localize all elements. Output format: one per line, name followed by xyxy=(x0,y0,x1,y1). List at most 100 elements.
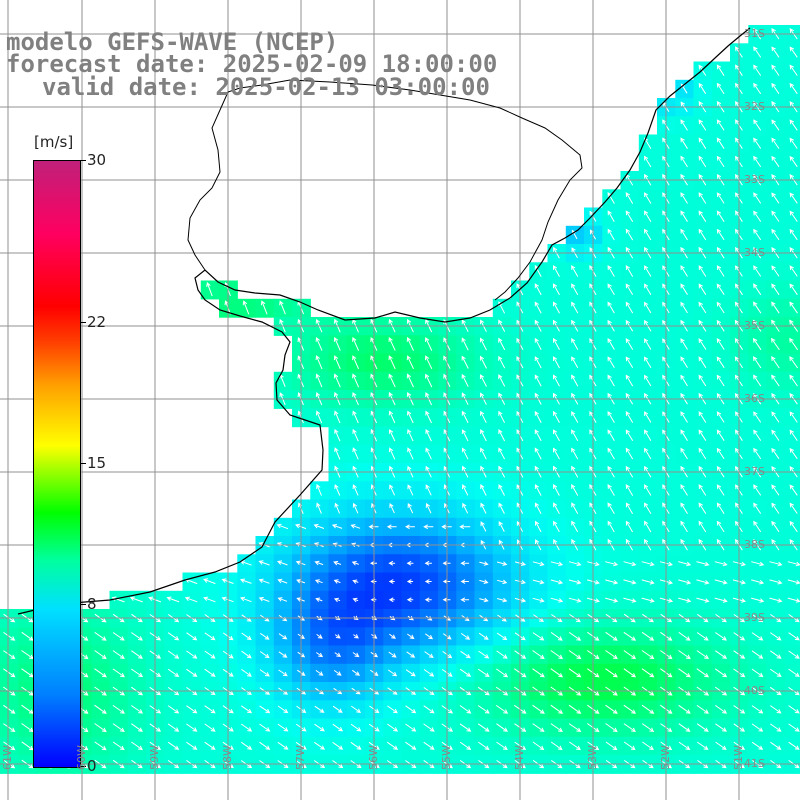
wind-arrow xyxy=(240,741,253,750)
wind-arrow xyxy=(644,520,652,533)
wind-arrow xyxy=(425,410,432,424)
wind-arrow xyxy=(716,411,725,423)
wind-arrow xyxy=(496,723,508,732)
wind-arrow xyxy=(698,411,707,423)
wind-arrow xyxy=(459,741,472,751)
wind-arrow xyxy=(350,723,362,732)
wind-arrow xyxy=(698,64,707,76)
wind-arrow xyxy=(789,374,798,387)
wind-arrow xyxy=(387,705,398,714)
wind-arrow xyxy=(771,192,780,204)
wind-arrow xyxy=(771,429,780,441)
wind-arrow xyxy=(698,283,707,295)
wind-arrow xyxy=(641,597,655,603)
wind-arrow xyxy=(568,579,582,585)
wind-arrow xyxy=(389,484,396,496)
wind-arrow xyxy=(571,410,579,423)
wind-arrow xyxy=(644,338,652,350)
wind-arrow xyxy=(625,502,634,515)
wind-arrow xyxy=(571,483,579,496)
wind-arrow xyxy=(789,210,798,222)
wind-arrow xyxy=(388,651,397,658)
wind-arrow xyxy=(607,502,615,515)
wind-arrow xyxy=(259,705,271,714)
wind-arrow xyxy=(478,632,489,640)
wind-arrow xyxy=(789,283,798,296)
wind-arrow xyxy=(460,579,469,584)
wind-arrow xyxy=(333,560,342,566)
wind-arrow xyxy=(260,300,268,315)
wind-arrow xyxy=(716,283,725,295)
wind-arrow xyxy=(131,723,143,732)
colorbar-tick-mark xyxy=(80,604,86,606)
wind-arrow xyxy=(386,524,397,530)
wind-arrow xyxy=(680,155,688,168)
wind-arrow xyxy=(425,373,433,388)
wind-arrow xyxy=(352,484,359,496)
wind-arrow xyxy=(771,265,780,277)
wind-arrow xyxy=(258,596,270,602)
wind-arrow xyxy=(607,283,615,296)
wind-arrow xyxy=(680,429,688,441)
wind-arrow xyxy=(315,373,323,388)
latitude-label: 37S xyxy=(744,465,765,478)
wind-arrow xyxy=(203,596,216,603)
wind-arrow xyxy=(334,447,341,460)
wind-arrow xyxy=(278,633,288,640)
wind-arrow xyxy=(352,652,360,658)
wind-arrow xyxy=(424,579,432,584)
wind-arrow xyxy=(532,723,545,733)
wind-arrow xyxy=(498,410,506,424)
wind-arrow xyxy=(698,520,707,533)
wind-arrow xyxy=(461,447,469,460)
colorbar-tick-label: 15 xyxy=(87,454,107,472)
wind-cell xyxy=(784,152,800,172)
wind-arrow xyxy=(388,447,396,460)
wind-arrow xyxy=(680,447,688,460)
wind-arrow xyxy=(461,337,469,351)
wind-arrow xyxy=(789,356,799,369)
wind-arrow xyxy=(696,597,710,603)
wind-arrow xyxy=(480,502,487,514)
wind-arrow xyxy=(333,669,342,676)
wind-arrow xyxy=(571,429,579,442)
wind-arrow xyxy=(204,632,216,641)
wind-arrow xyxy=(571,520,579,533)
latitude-label: 36S xyxy=(744,392,765,405)
wind-arrow xyxy=(607,191,615,204)
wind-arrow xyxy=(607,210,615,223)
wind-arrow xyxy=(534,502,542,514)
longitude-label: 56W xyxy=(367,745,380,770)
wind-arrow xyxy=(625,301,634,314)
wind-arrow xyxy=(260,632,270,640)
wind-arrow xyxy=(352,355,360,370)
wind-arrow xyxy=(642,741,654,751)
wind-arrow xyxy=(751,723,764,732)
wind-arrow xyxy=(3,650,16,659)
wind-arrow xyxy=(534,410,542,423)
wind-arrow xyxy=(352,447,359,460)
wind-arrow xyxy=(386,741,399,750)
wind-arrow xyxy=(771,337,780,351)
wind-arrow xyxy=(714,597,728,603)
latitude-label: 33S xyxy=(744,173,765,186)
wind-arrow xyxy=(259,651,270,659)
wind-arrow xyxy=(788,723,800,732)
wind-arrow xyxy=(94,741,107,751)
wind-arrow xyxy=(496,561,508,566)
wind-arrow xyxy=(497,579,508,585)
wind-arrow xyxy=(751,597,765,603)
wind-arrow xyxy=(716,64,725,76)
longitude-label: 60W xyxy=(75,745,88,770)
colorbar-tick-mark xyxy=(80,321,86,323)
wind-arrow xyxy=(388,336,396,351)
wind-cell xyxy=(784,61,800,81)
wind-arrow xyxy=(277,560,288,566)
wind-arrow xyxy=(789,337,799,351)
wind-arrow xyxy=(769,579,783,585)
wind-arrow xyxy=(313,523,325,529)
wind-arrow xyxy=(534,374,542,387)
wind-arrow xyxy=(769,668,782,677)
latitude-label: 41S xyxy=(744,757,765,770)
wind-arrow xyxy=(751,579,765,585)
